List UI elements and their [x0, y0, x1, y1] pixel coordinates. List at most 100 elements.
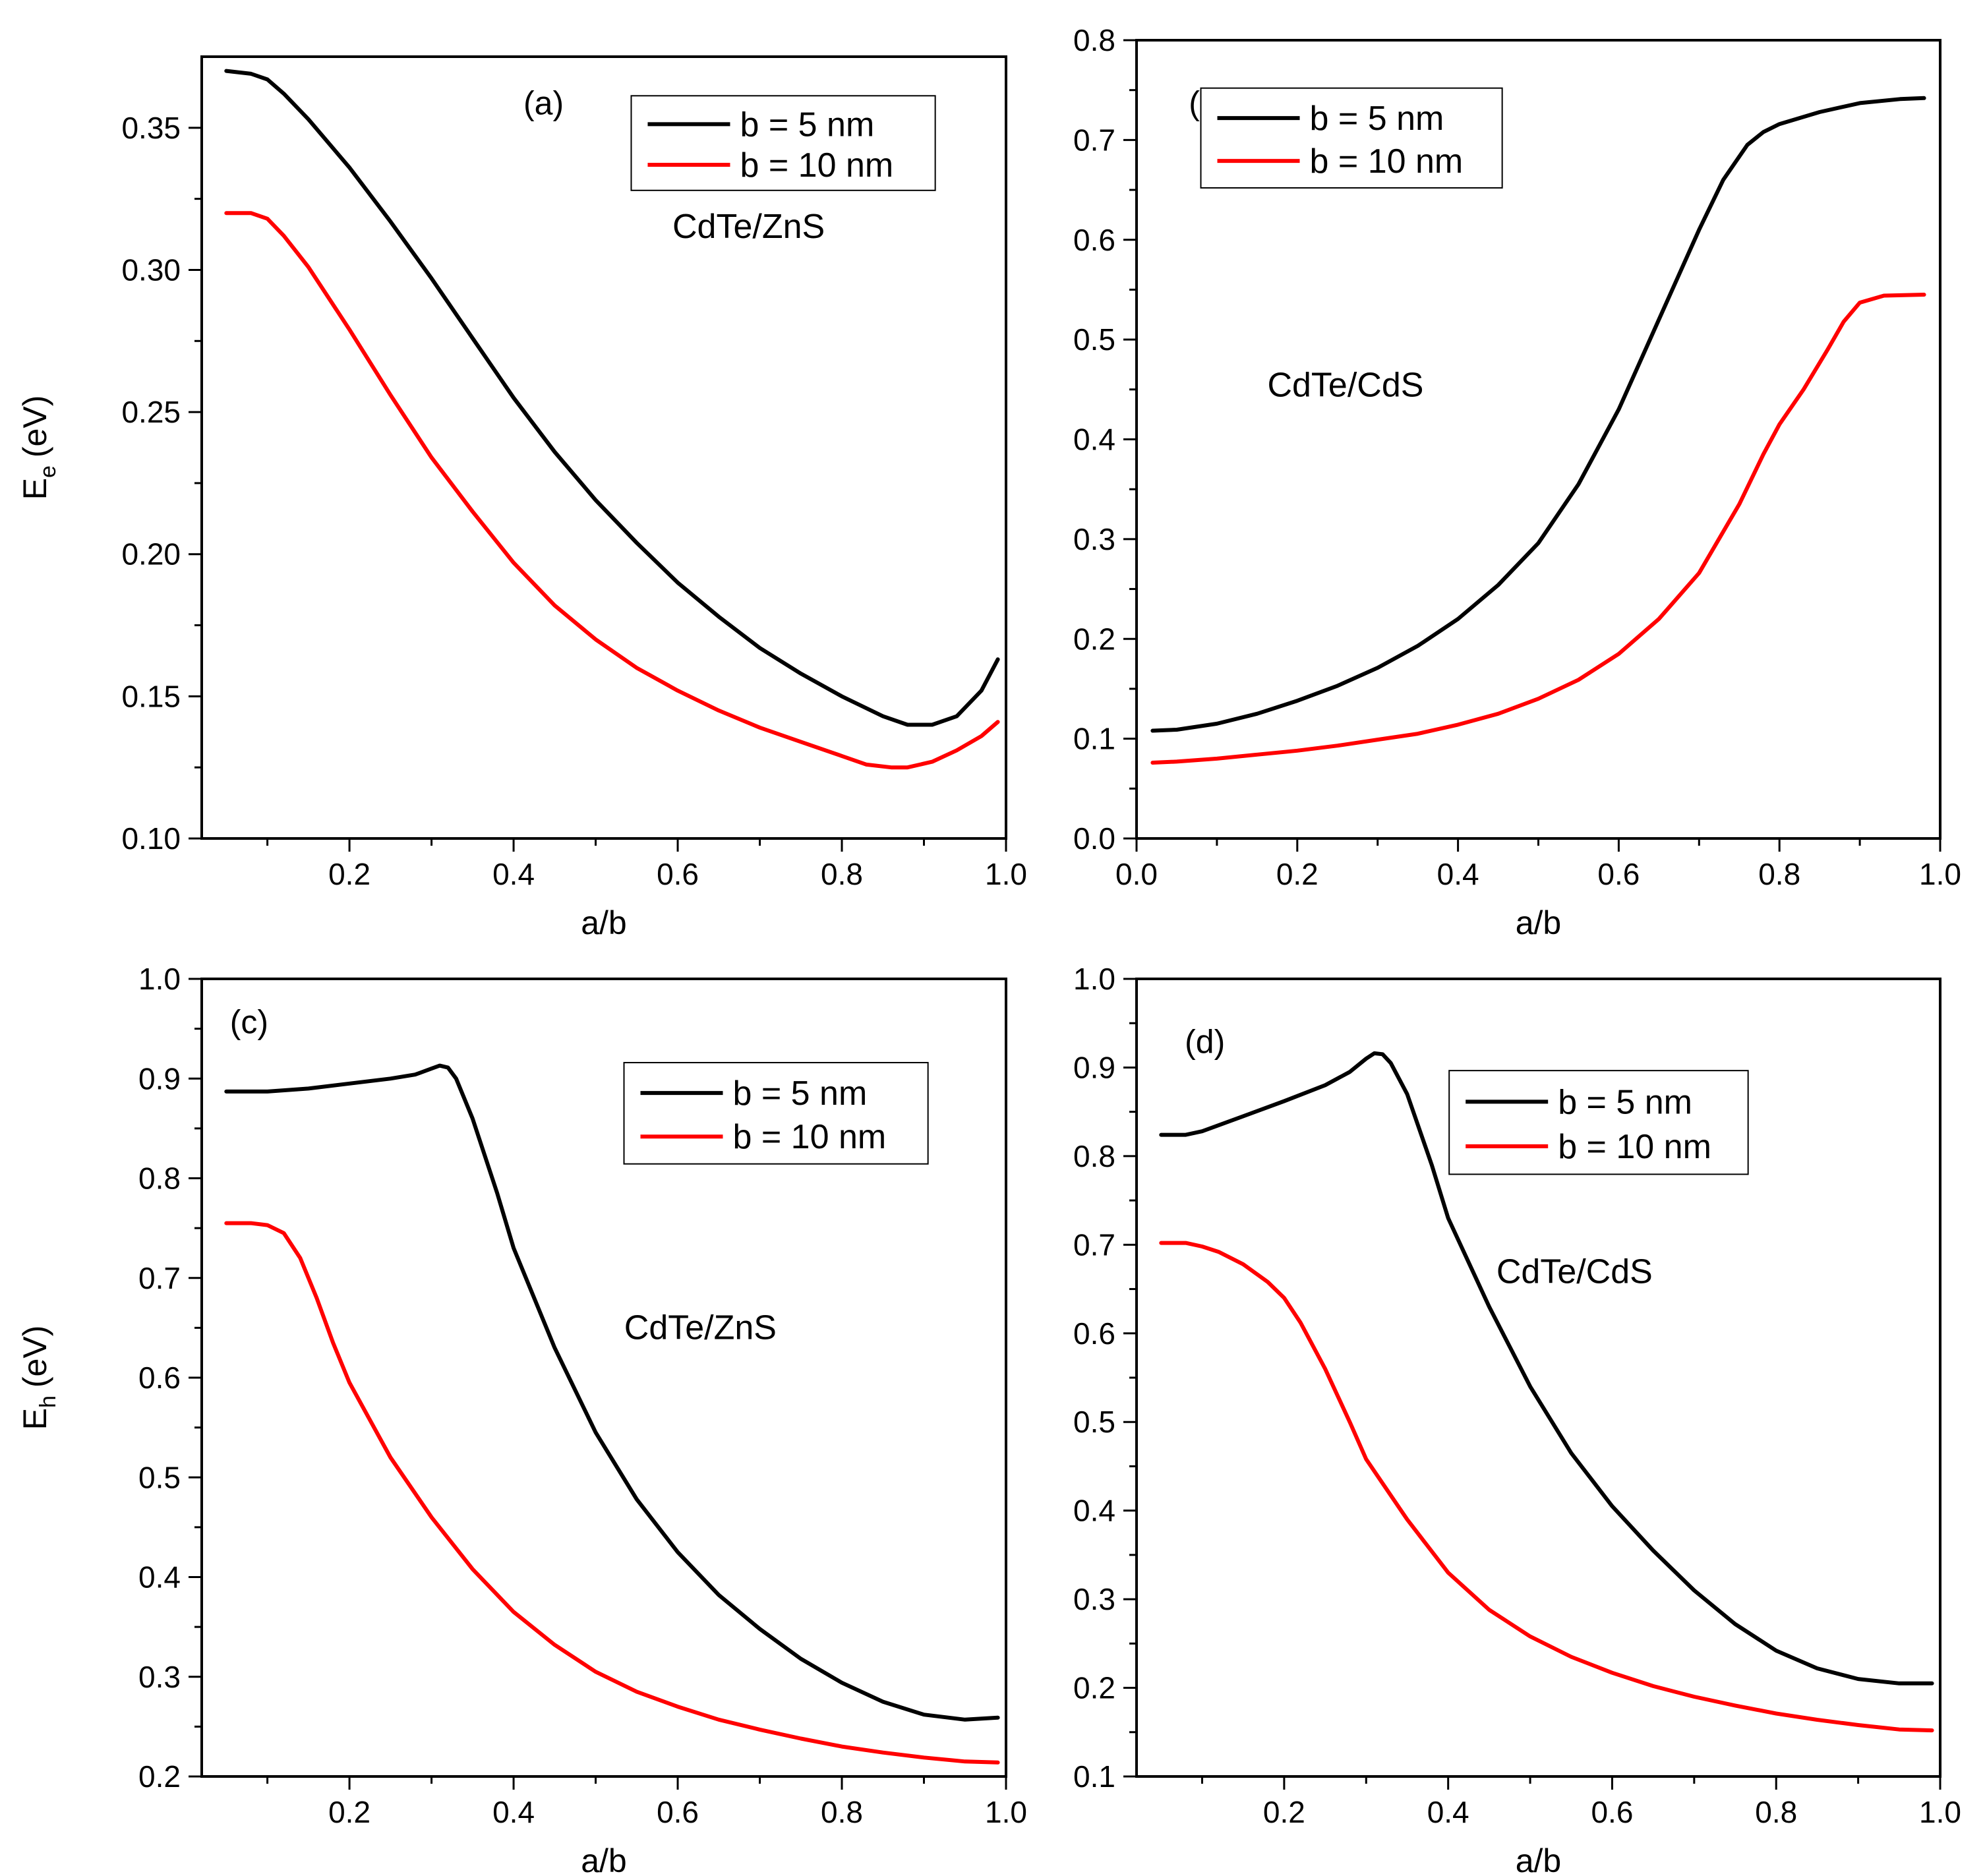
- y-tick-label: 0.2: [1073, 1671, 1115, 1705]
- y-tick-label: 0.2: [1073, 622, 1115, 656]
- material-label: CdTe/ZnS: [672, 208, 825, 246]
- y-tick-label: 0.0: [1073, 821, 1115, 856]
- y-tick-label: 0.6: [1073, 1316, 1115, 1351]
- legend-box: [630, 95, 936, 191]
- y-tick-label: 0.6: [138, 1361, 181, 1395]
- y-tick-label: 0.8: [1073, 23, 1115, 57]
- legend: b = 5 nm b = 10 nm: [623, 1062, 929, 1165]
- y-tick-label: 0.5: [1073, 322, 1115, 357]
- y-tick-label: 0.5: [138, 1460, 181, 1494]
- panel-label: (d): [1185, 1024, 1225, 1061]
- series-line-b5: [1159, 1051, 1934, 1685]
- y-tick-label: 0.8: [1073, 1139, 1115, 1173]
- chart-panel-a: 0.2 0.4 0.6 0.8 1.0 0.10 0.15 0.20 0.25 0.30 0.35 a…: [16, 55, 1027, 941]
- legend-box: [1200, 87, 1503, 189]
- y-tick-label: 0.3: [1073, 522, 1115, 556]
- legend-label: b = 5 nm: [733, 1074, 868, 1113]
- material-label: CdTe/ZnS: [624, 1308, 777, 1347]
- legend-label: b = 5 nm: [740, 105, 874, 144]
- plot-frame: [200, 978, 1007, 1778]
- plot-frame: [1135, 978, 1941, 1778]
- y-tick-label: 0.1: [1073, 1759, 1115, 1794]
- series-line-b10: [1159, 1241, 1934, 1733]
- legend-label: b = 10 nm: [740, 146, 893, 185]
- y-tick-label: 0.7: [1073, 1227, 1115, 1262]
- series-line-b5: [224, 1063, 1000, 1722]
- x-tick-label: 0.6: [657, 857, 699, 891]
- x-tick-label: 0.6: [1597, 857, 1640, 891]
- y-axis-unit: (eV): [16, 1326, 53, 1388]
- x-tick-label: 0.6: [1591, 1795, 1633, 1829]
- material-label: CdTe/CdS: [1267, 366, 1423, 405]
- chart-panel-c: 0.2 0.4 0.6 0.8 1.0 0.2 0.3 0.4 0.5 0.6 0.7 0.8 0.9 1…: [16, 962, 1027, 1876]
- x-axis-title: a/b: [581, 904, 627, 941]
- x-tick-label: 0.8: [1755, 1795, 1797, 1829]
- series-line-b10: [224, 1221, 1000, 1765]
- plot-frame: [200, 55, 1007, 840]
- panel-label: (c): [230, 1003, 268, 1040]
- y-axis-symbol: E: [16, 478, 53, 500]
- legend-label: b = 10 nm: [1558, 1128, 1711, 1166]
- x-tick-label: 0.8: [821, 1795, 863, 1829]
- legend-label: b = 10 nm: [733, 1118, 887, 1156]
- legend-label: b = 5 nm: [1558, 1083, 1692, 1121]
- y-tick-label: 0.3: [1073, 1582, 1115, 1616]
- x-tick-label: 0.8: [821, 857, 863, 891]
- y-tick-label: 0.15: [121, 679, 181, 713]
- y-tick-label: 0.4: [138, 1560, 181, 1595]
- y-tick-label: 0.4: [1073, 423, 1115, 457]
- y-axis-title: Eh (eV): [16, 1326, 61, 1430]
- x-tick-label: 0.4: [492, 1795, 535, 1829]
- legend-label: b = 5 nm: [1310, 100, 1444, 138]
- x-tick-label: 0.2: [1263, 1795, 1305, 1829]
- y-tick-label: 0.25: [121, 395, 181, 429]
- legend-label: b = 10 nm: [1310, 142, 1464, 181]
- x-tick-label: 1.0: [1919, 857, 1961, 891]
- material-label: CdTe/CdS: [1496, 1253, 1653, 1291]
- legend-box: [1448, 1070, 1749, 1175]
- y-tick-label: 0.9: [138, 1061, 181, 1096]
- y-tick-label: 1.0: [138, 962, 181, 996]
- legend: b = 5 nmb = 10 nm: [630, 95, 936, 191]
- x-tick-label: 0.4: [1437, 857, 1479, 891]
- x-tick-label: 0.2: [1276, 857, 1318, 891]
- y-tick-label: 0.9: [1073, 1050, 1115, 1084]
- x-tick-label: 1.0: [985, 857, 1027, 891]
- x-tick-label: 0.0: [1115, 857, 1158, 891]
- legend: b = 5 nm b = 10 nm: [1200, 87, 1503, 189]
- legend: b = 5 nm b = 10 nm: [1448, 1070, 1749, 1175]
- chart-panel-b: 0.0 0.2 0.4 0.6 0.8 1.0 0.0 0.1 0.2 0.3 0.4 0.5 0.6 0…: [1073, 23, 1961, 941]
- x-tick-label: 0.4: [1427, 1795, 1469, 1829]
- x-tick-label: 0.8: [1758, 857, 1800, 891]
- y-axis-subscript: h: [36, 1395, 61, 1408]
- y-axis-symbol: E: [16, 1408, 53, 1430]
- y-tick-label: 0.30: [121, 252, 181, 287]
- y-tick-label: 0.4: [1073, 1494, 1115, 1528]
- y-tick-label: 0.3: [138, 1660, 181, 1694]
- y-tick-label: 0.35: [121, 111, 181, 145]
- x-tick-label: 0.6: [657, 1795, 699, 1829]
- y-axis-unit: (eV): [16, 396, 53, 457]
- x-axis-title: a/b: [581, 1842, 627, 1876]
- y-tick-label: 0.5: [1073, 1405, 1115, 1439]
- x-tick-label: 0.4: [492, 857, 535, 891]
- y-tick-label: 0.7: [138, 1261, 181, 1295]
- panel-label: (a): [523, 84, 564, 121]
- y-tick-label: 0.2: [138, 1759, 181, 1794]
- y-tick-label: 0.20: [121, 537, 181, 572]
- series-line-b5: [224, 69, 1000, 727]
- y-tick-label: 0.10: [121, 821, 181, 856]
- legend-box: [623, 1062, 929, 1165]
- x-tick-label: 1.0: [1919, 1795, 1961, 1829]
- y-axis-title: Ee (eV): [16, 396, 61, 500]
- x-axis-title: a/b: [1516, 1842, 1562, 1876]
- x-axis-title: a/b: [1516, 904, 1562, 941]
- plot-frame: [1135, 39, 1941, 840]
- y-tick-label: 0.7: [1073, 123, 1115, 157]
- y-tick-label: 0.1: [1073, 722, 1115, 756]
- x-tick-label: 0.2: [328, 857, 370, 891]
- series-line-b10: [224, 211, 1000, 770]
- y-tick-label: 0.8: [138, 1161, 181, 1196]
- y-tick-label: 0.6: [1073, 223, 1115, 257]
